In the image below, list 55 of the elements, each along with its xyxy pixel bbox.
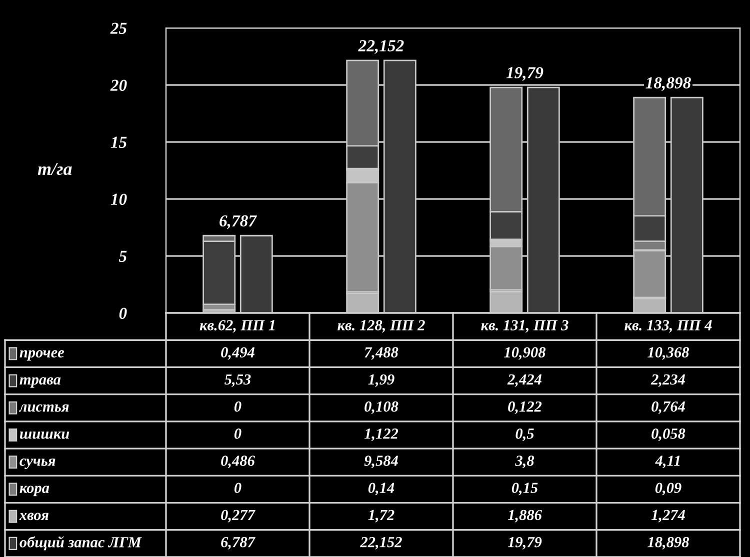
data-label: 0,486 <box>221 456 255 468</box>
data-label: 0,108 <box>364 401 398 414</box>
data-label: 10,908 <box>504 347 546 360</box>
total-label: 18,898 <box>646 77 691 91</box>
data-label: 2,424 <box>507 374 542 387</box>
data-label: 0,09 <box>655 482 682 496</box>
data-label: 4,11 <box>655 456 680 468</box>
data-label: 1,99 <box>368 374 394 387</box>
data-label: 10,368 <box>648 347 690 360</box>
data-label: 3,8 <box>515 456 534 468</box>
total-label: 22,152 <box>358 40 404 54</box>
data-label: 1,274 <box>651 510 685 522</box>
data-label: 0,14 <box>368 482 394 496</box>
legend-label: хвоя <box>19 512 48 520</box>
data-label: 0 <box>234 428 242 439</box>
data-label: 22,152 <box>360 537 402 550</box>
y-tick-label: 5 <box>118 250 127 262</box>
data-label: 0,277 <box>221 510 256 522</box>
data-label: 0,15 <box>512 482 538 496</box>
total-label: 19,79 <box>506 67 544 81</box>
data-label: 6,787 <box>221 536 256 550</box>
data-label: 19,79 <box>508 537 542 550</box>
data-label: 1,122 <box>364 428 398 442</box>
x-tick-label: кв. 133, ПП 4 <box>624 320 712 333</box>
y-axis-title: т/га <box>38 162 72 176</box>
legend-label: трава <box>20 377 61 388</box>
data-label: 0,764 <box>652 401 685 414</box>
data-label: 9,584 <box>364 456 398 468</box>
data-label: 0,494 <box>221 347 254 360</box>
data-label: 0,5 <box>516 428 534 442</box>
legend-label: шишки <box>20 432 70 439</box>
x-tick-label: кв. 128, ПП 2 <box>338 320 425 333</box>
legend-label: сучья <box>20 458 56 470</box>
y-tick-label: 0 <box>119 308 127 319</box>
legend-label: прочее <box>20 350 64 361</box>
data-label: 0,122 <box>508 401 542 414</box>
data-label: 18,898 <box>648 536 690 550</box>
x-tick-label: кв.62, ПП 1 <box>200 320 274 333</box>
data-label: 7,488 <box>364 347 398 360</box>
data-label: 2,234 <box>650 374 685 387</box>
y-tick-label: 25 <box>110 22 127 34</box>
x-tick-label: кв. 131, ПП 3 <box>481 320 568 333</box>
data-label: 0,058 <box>652 428 686 442</box>
data-label: 1,72 <box>368 510 394 522</box>
data-label: 0 <box>234 482 242 494</box>
y-tick-label: 20 <box>110 80 127 91</box>
total-label: 6,787 <box>220 215 258 229</box>
legend-label: кора <box>20 486 50 496</box>
y-tick-label: 15 <box>110 136 127 148</box>
legend-label: листья <box>18 404 69 412</box>
data-label: 1,886 <box>508 510 542 522</box>
data-label: 5,53 <box>224 374 251 387</box>
data-label: 0 <box>234 401 242 412</box>
y-tick-label: 10 <box>110 194 127 205</box>
legend-label: общий запас ЛГМ <box>20 536 142 550</box>
